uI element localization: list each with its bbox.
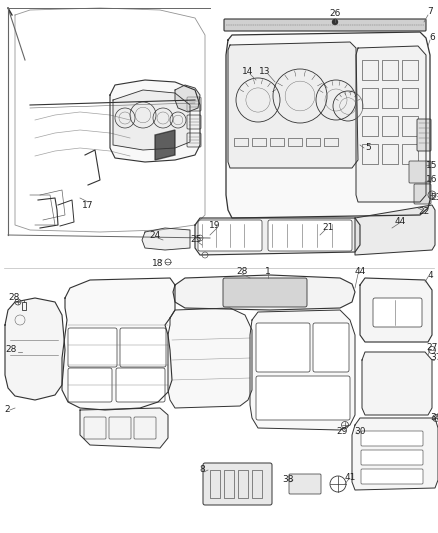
FancyBboxPatch shape	[268, 220, 352, 251]
Polygon shape	[5, 298, 65, 400]
Text: 28: 28	[5, 345, 16, 354]
Bar	[324, 138, 338, 146]
FancyBboxPatch shape	[223, 278, 307, 307]
Text: 8: 8	[199, 465, 205, 474]
Bar	[362, 60, 378, 80]
Polygon shape	[80, 408, 168, 448]
Text: 44: 44	[354, 268, 366, 277]
Polygon shape	[352, 418, 438, 490]
Bar	[382, 60, 398, 80]
Text: 37: 37	[430, 353, 438, 362]
Text: 6: 6	[429, 34, 435, 43]
Bar	[382, 88, 398, 108]
Polygon shape	[155, 130, 175, 160]
Bar	[402, 116, 418, 136]
Polygon shape	[360, 278, 432, 342]
FancyBboxPatch shape	[373, 298, 422, 327]
FancyBboxPatch shape	[414, 184, 431, 204]
Text: 27: 27	[426, 343, 438, 352]
Bar	[362, 88, 378, 108]
Bar	[306, 138, 320, 146]
FancyBboxPatch shape	[187, 97, 201, 111]
Polygon shape	[175, 85, 200, 112]
FancyBboxPatch shape	[203, 463, 272, 505]
Text: 24: 24	[149, 231, 161, 240]
Bar	[402, 144, 418, 164]
Bar	[252, 470, 262, 498]
FancyBboxPatch shape	[224, 19, 426, 31]
Bar	[362, 116, 378, 136]
FancyBboxPatch shape	[361, 469, 423, 484]
Polygon shape	[228, 42, 358, 168]
Bar	[238, 470, 248, 498]
Polygon shape	[226, 32, 430, 218]
FancyBboxPatch shape	[256, 323, 310, 372]
FancyBboxPatch shape	[417, 119, 431, 151]
Text: 18: 18	[152, 260, 164, 269]
Text: 13: 13	[259, 68, 271, 77]
Bar	[270, 138, 284, 146]
Text: 28: 28	[8, 294, 19, 303]
Text: 25: 25	[191, 236, 201, 245]
Text: 4: 4	[427, 271, 433, 279]
Bar	[224, 470, 234, 498]
FancyBboxPatch shape	[187, 115, 201, 129]
Bar	[22, 302, 26, 310]
Bar	[252, 138, 266, 146]
Text: 44: 44	[394, 217, 406, 227]
FancyBboxPatch shape	[120, 328, 166, 367]
Text: 21: 21	[322, 223, 334, 232]
FancyBboxPatch shape	[187, 133, 201, 147]
Bar	[402, 60, 418, 80]
Polygon shape	[355, 205, 435, 255]
Text: 7: 7	[427, 7, 433, 17]
Circle shape	[332, 20, 338, 25]
FancyBboxPatch shape	[68, 328, 117, 367]
FancyBboxPatch shape	[313, 323, 349, 372]
Text: 38: 38	[282, 475, 294, 484]
Polygon shape	[173, 275, 355, 310]
Bar	[402, 88, 418, 108]
Bar	[362, 144, 378, 164]
Bar	[382, 116, 398, 136]
Bar	[234, 138, 248, 146]
Text: 16: 16	[426, 175, 438, 184]
FancyBboxPatch shape	[198, 220, 262, 251]
Text: 1: 1	[265, 268, 271, 277]
Text: 29: 29	[336, 427, 348, 437]
Polygon shape	[195, 218, 360, 255]
FancyBboxPatch shape	[68, 368, 112, 402]
Bar	[288, 138, 302, 146]
FancyBboxPatch shape	[409, 161, 431, 183]
Polygon shape	[356, 46, 426, 202]
Text: 17: 17	[82, 200, 94, 209]
Text: 22: 22	[418, 207, 430, 216]
Text: 28: 28	[237, 268, 247, 277]
Text: 23: 23	[430, 193, 438, 203]
FancyBboxPatch shape	[289, 474, 321, 494]
Text: 26: 26	[329, 10, 341, 19]
FancyBboxPatch shape	[361, 431, 423, 446]
Text: 41: 41	[344, 473, 356, 482]
Text: 14: 14	[242, 68, 254, 77]
FancyBboxPatch shape	[256, 376, 350, 420]
Polygon shape	[142, 228, 190, 250]
Text: 15: 15	[426, 160, 438, 169]
Text: 2: 2	[4, 406, 10, 415]
Polygon shape	[110, 80, 200, 162]
Polygon shape	[250, 310, 355, 430]
Text: 30: 30	[354, 427, 366, 437]
Text: 36: 36	[430, 414, 438, 423]
FancyBboxPatch shape	[361, 450, 423, 465]
Text: 19: 19	[209, 221, 221, 230]
Text: 5: 5	[365, 143, 371, 152]
Bar	[210, 470, 220, 498]
Polygon shape	[113, 90, 190, 150]
Bar	[382, 144, 398, 164]
Polygon shape	[362, 352, 432, 415]
Polygon shape	[168, 308, 252, 408]
Polygon shape	[62, 278, 175, 410]
FancyBboxPatch shape	[116, 368, 165, 402]
